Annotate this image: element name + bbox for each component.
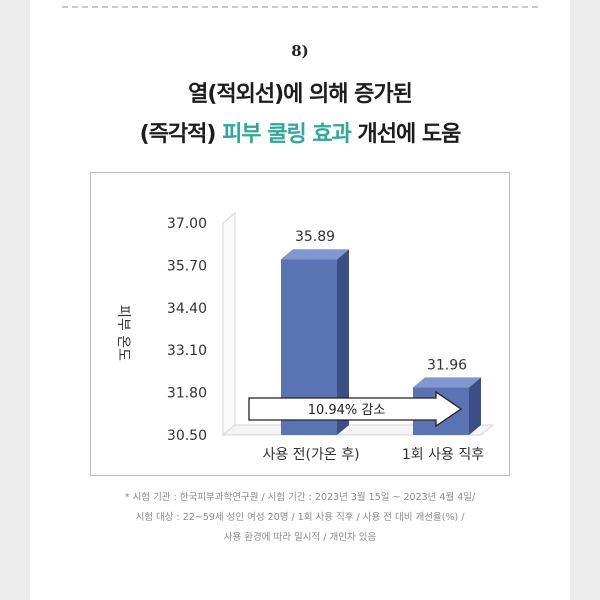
y-tick-label: 30.50 [167,428,207,444]
section-number: 8) [291,42,309,60]
y-tick-label: 34.40 [167,301,207,317]
y-tick-label: 35.70 [167,258,207,274]
decrease-arrow [248,390,463,428]
x-tick-label: 사용 전(가온 후) [262,447,359,463]
bar-side [337,249,349,435]
bar-chart: 피부 온도 37.00 35.70 34.40 33.10 31.80 30.50 35.89… [115,211,495,463]
footnote-line: 사용 환경에 따라 일시적 / 개인차 있음 [223,532,377,543]
headline-prefix: (즉각적) [139,122,223,147]
y-tick-label: 37.00 [167,216,207,232]
headline-accent: 피부 쿨링 효과 [222,122,352,147]
y-tick-label: 33.10 [167,343,207,359]
bar-top [281,249,349,260]
footnote-line: 시험 대상 : 22~59세 성인 여성 20명 / 1회 사용 직후 / 사용… [135,512,465,523]
bar-top [413,377,481,388]
footnote: * 시험 기관 : 한국피부과학연구원 / 시험 기간 : 2023년 3월 1… [30,488,570,548]
bar-side [469,377,481,435]
headline-line-2: (즉각적) 피부 쿨링 효과 개선에 도움 [30,116,570,148]
decrease-annotation: 10.94% 감소 [308,403,386,418]
y-axis-label: 피부 온도 [115,305,131,361]
footnote-line: * 시험 기관 : 한국피부과학연구원 / 시험 기간 : 2023년 3월 1… [124,492,476,503]
chart-frame: 피부 온도 37.00 35.70 34.40 33.10 31.80 30.50 35.89… [90,172,510,476]
top-dashed-divider [62,6,538,8]
headline-line-1: 열(적외선)에 의해 증가된 [188,82,413,107]
chart-side-wall [222,211,236,437]
x-tick-label: 1회 사용 직후 [402,447,484,463]
bar-value-label: 35.89 [295,229,335,245]
page: 8) 열(적외선)에 의해 증가된 (즉각적) 피부 쿨링 효과 개선에 도움 … [30,0,570,600]
bar-value-label: 31.96 [427,357,467,373]
y-tick-label: 31.80 [167,386,207,402]
headline-suffix: 개선에 도움 [350,122,462,147]
